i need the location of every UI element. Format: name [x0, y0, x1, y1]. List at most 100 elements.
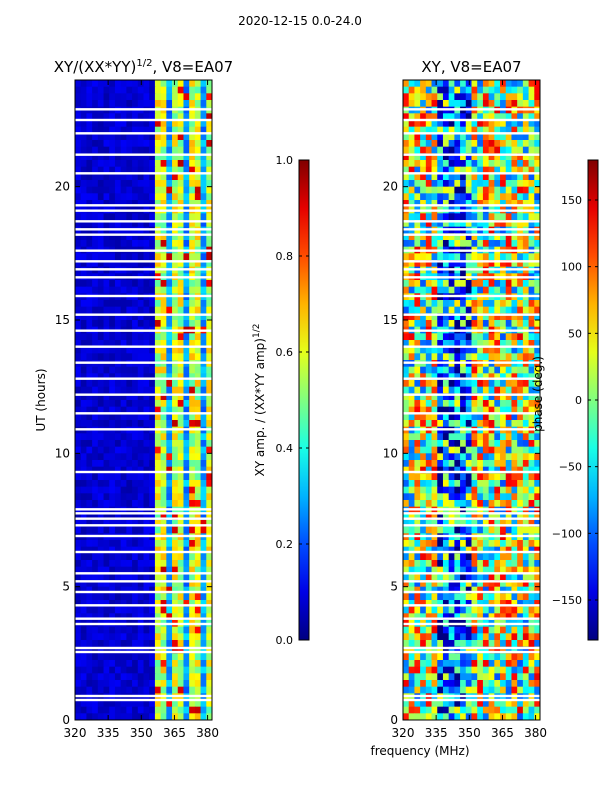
x-tick-label: 320 [392, 726, 415, 740]
data-gap [75, 204, 212, 207]
data-gap [75, 646, 212, 650]
data-gap [75, 249, 212, 252]
y-tick-label: 10 [383, 446, 398, 460]
y-tick-label: 15 [55, 313, 70, 327]
data-gap [75, 412, 212, 415]
data-gap [403, 508, 540, 511]
y-tick-label: 5 [62, 580, 70, 594]
data-gap [75, 268, 212, 271]
data-gap [403, 412, 540, 415]
data-gap [403, 580, 540, 583]
colorbar-tick-label: 150 [561, 194, 582, 207]
data-gap [75, 508, 212, 511]
data-gap [403, 228, 540, 231]
figure-suptitle: 2020-12-15 0.0-24.0 [238, 14, 362, 28]
data-gap [75, 694, 212, 698]
data-gap [75, 233, 212, 236]
data-gap [403, 694, 540, 698]
colorbar-tick-label: 0.2 [276, 538, 294, 551]
colorbar-tick-label: 0.6 [276, 346, 294, 359]
data-gap [403, 650, 540, 654]
colorbar-tick-label: −150 [552, 594, 582, 607]
heatmap-1 [75, 80, 212, 720]
plot-frame [74, 79, 213, 721]
x-axis-label: frequency (MHz) [370, 744, 469, 758]
data-gap [403, 377, 540, 380]
data-gap [403, 517, 540, 520]
data-gap [403, 572, 540, 575]
data-gap [403, 108, 540, 111]
data-gap [75, 276, 212, 279]
data-gap [75, 361, 212, 364]
data-gap [403, 604, 540, 607]
colorbar-tick-label: 0.8 [276, 250, 294, 263]
data-gap [403, 590, 540, 594]
data-gap [403, 512, 540, 515]
data-gap [403, 646, 540, 650]
data-gap [403, 294, 540, 298]
data-gap [75, 345, 212, 348]
data-gap [75, 118, 212, 122]
data-gap [75, 517, 212, 520]
x-tick-label: 365 [491, 726, 514, 740]
chart-title: XY, V8=EA07 [421, 58, 521, 76]
colorbar-tick-label: 100 [561, 261, 582, 274]
colorbar-tick-label: 0.4 [276, 442, 294, 455]
data-gap [403, 622, 540, 626]
data-gap [75, 329, 212, 332]
data-gap [403, 249, 540, 252]
y-tick-label: 20 [55, 180, 70, 194]
chart-title: XY/(XX*YY)1/2, V8=EA07 [54, 58, 233, 76]
data-gap [403, 268, 540, 271]
data-gap [75, 470, 212, 474]
colorbar-tick-label: 0 [575, 394, 582, 407]
data-gap [403, 153, 540, 156]
y-tick-label: 0 [62, 713, 70, 727]
data-gap [75, 313, 212, 316]
y-tick-label: 20 [383, 180, 398, 194]
y-tick-label: 10 [55, 446, 70, 460]
data-gap [75, 294, 212, 298]
data-gap [403, 393, 540, 396]
colorbar-tick-label: 0.0 [276, 634, 294, 647]
data-gap [403, 172, 540, 175]
data-gap [403, 233, 540, 236]
data-gap [403, 220, 540, 223]
data-gap [403, 209, 540, 212]
data-gap [75, 650, 212, 654]
x-tick-label: 320 [64, 726, 87, 740]
colorbar-label: phase (deg.) [531, 356, 545, 432]
data-gap [75, 524, 212, 527]
data-gap [403, 470, 540, 474]
data-gap [75, 220, 212, 223]
y-axis-label: UT (hours) [34, 368, 48, 431]
x-tick-label: 350 [458, 726, 481, 740]
data-gap [75, 377, 212, 380]
data-gap [403, 534, 540, 538]
data-gap [75, 622, 212, 626]
x-tick-label: 380 [524, 726, 547, 740]
data-gap [75, 153, 212, 156]
x-tick-label: 380 [196, 726, 219, 740]
data-gap [403, 550, 540, 554]
data-gap [403, 118, 540, 122]
data-gap [403, 698, 540, 702]
data-gap [403, 260, 540, 263]
data-gap [75, 260, 212, 263]
colorbar-tick-label: 1.0 [276, 154, 294, 167]
colorbar-tick-label: −100 [552, 527, 582, 540]
data-gap [75, 604, 212, 607]
data-gap [403, 361, 540, 364]
data-gap [75, 590, 212, 594]
data-gap [403, 617, 540, 620]
heatmap-2 [403, 80, 540, 720]
y-tick-label: 5 [390, 580, 398, 594]
data-gap [403, 132, 540, 135]
data-gap [75, 534, 212, 538]
plot-frame [402, 79, 541, 721]
data-gap [403, 313, 540, 316]
data-gap [403, 524, 540, 527]
data-gap [75, 580, 212, 583]
data-gap [403, 276, 540, 279]
data-gap [75, 512, 212, 515]
